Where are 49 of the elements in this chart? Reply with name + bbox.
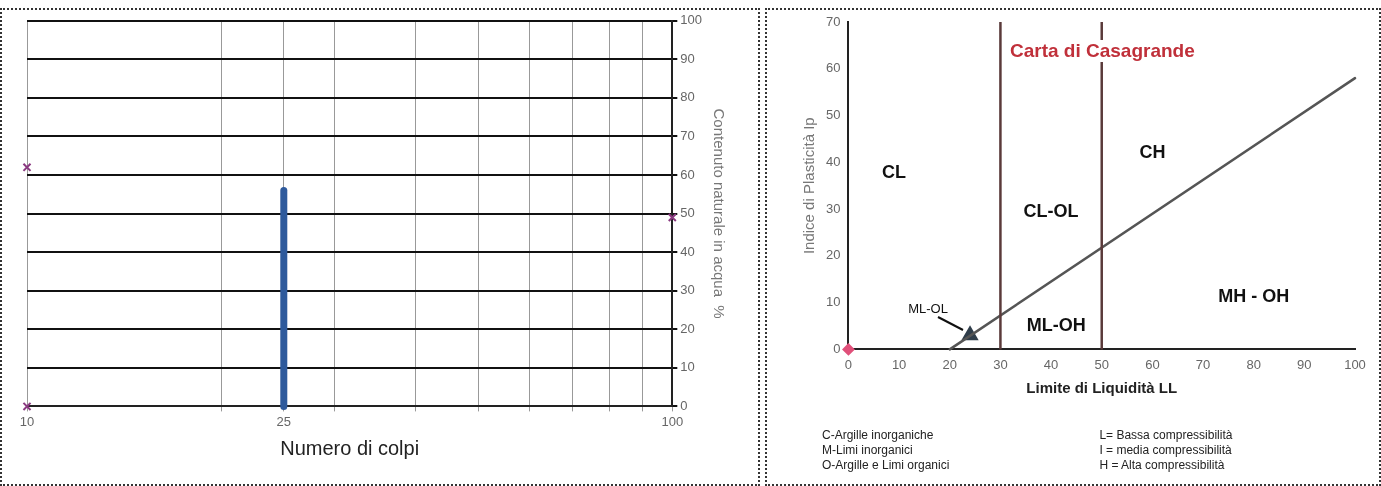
annotation: MH - OH (1218, 285, 1290, 306)
x-tick-label: 100 (661, 413, 684, 429)
x-tick-label: 50 (1094, 356, 1109, 372)
text: I = media compressibilità (1099, 443, 1233, 458)
x-tick-label: 40 (1043, 356, 1059, 372)
y-tick-label: 70 (680, 128, 695, 144)
y-tick-label: 60 (680, 166, 695, 182)
y-tick-label: 60 (825, 60, 841, 76)
y-tick-label: 70 (825, 13, 841, 29)
text: C-Argille inorganiche (822, 428, 935, 443)
y-tick-label: 50 (680, 205, 695, 221)
y-tick-label: 30 (680, 282, 695, 298)
x-tick-label: 10 (19, 413, 35, 429)
y-tick-label: 40 (680, 243, 695, 259)
x-tick-label: 90 (1297, 356, 1312, 372)
text: L= Bassa compressibilità (1099, 428, 1233, 443)
y-tick-label: 90 (680, 50, 695, 66)
text: O-Argille e Limi organici (822, 458, 950, 473)
y-axis-title: Indice di Plasticità Ip (800, 117, 818, 255)
annotation: ML-OL (908, 301, 948, 317)
text: Carta di Casagrande (1007, 40, 1198, 62)
y-tick-label: 80 (680, 89, 695, 105)
x-axis-title: Limite di Liquidità LL (1026, 379, 1178, 397)
y-tick-label: 0 (680, 397, 688, 413)
y-tick-label: 20 (825, 247, 841, 263)
y-tick-label: 30 (825, 200, 841, 216)
annotation: ML-OH (1026, 315, 1086, 336)
y-axis-title: Contenuto naturale in acqua % (710, 108, 728, 319)
y-tick-label: 10 (825, 294, 841, 310)
x-tick-label: 30 (993, 356, 1008, 372)
text: H = Alta compressibilità (1099, 458, 1226, 473)
x-tick-label: 60 (1145, 356, 1160, 372)
annotation: CL (882, 161, 907, 182)
y-tick-label: 40 (825, 153, 841, 169)
annotation: CL-OL (1023, 200, 1079, 221)
x-tick-label: 70 (1195, 356, 1211, 372)
annotation: CH (1139, 141, 1166, 162)
y-tick-label: 20 (680, 320, 695, 336)
y-tick-label: 50 (825, 107, 841, 123)
x-axis-title: Numero di colpi (280, 436, 420, 459)
y-tick-label: 0 (833, 340, 841, 356)
x-tick-label: 25 (276, 413, 292, 429)
x-tick-label: 20 (942, 356, 957, 372)
x-tick-label: 0 (844, 356, 853, 372)
text: M-Limi inorganici (822, 443, 914, 458)
x-tick-label: 100 (1344, 356, 1366, 372)
x-tick-label: 10 (891, 356, 907, 372)
y-tick-label: 100 (680, 12, 703, 28)
x-tick-label: 80 (1246, 356, 1261, 372)
